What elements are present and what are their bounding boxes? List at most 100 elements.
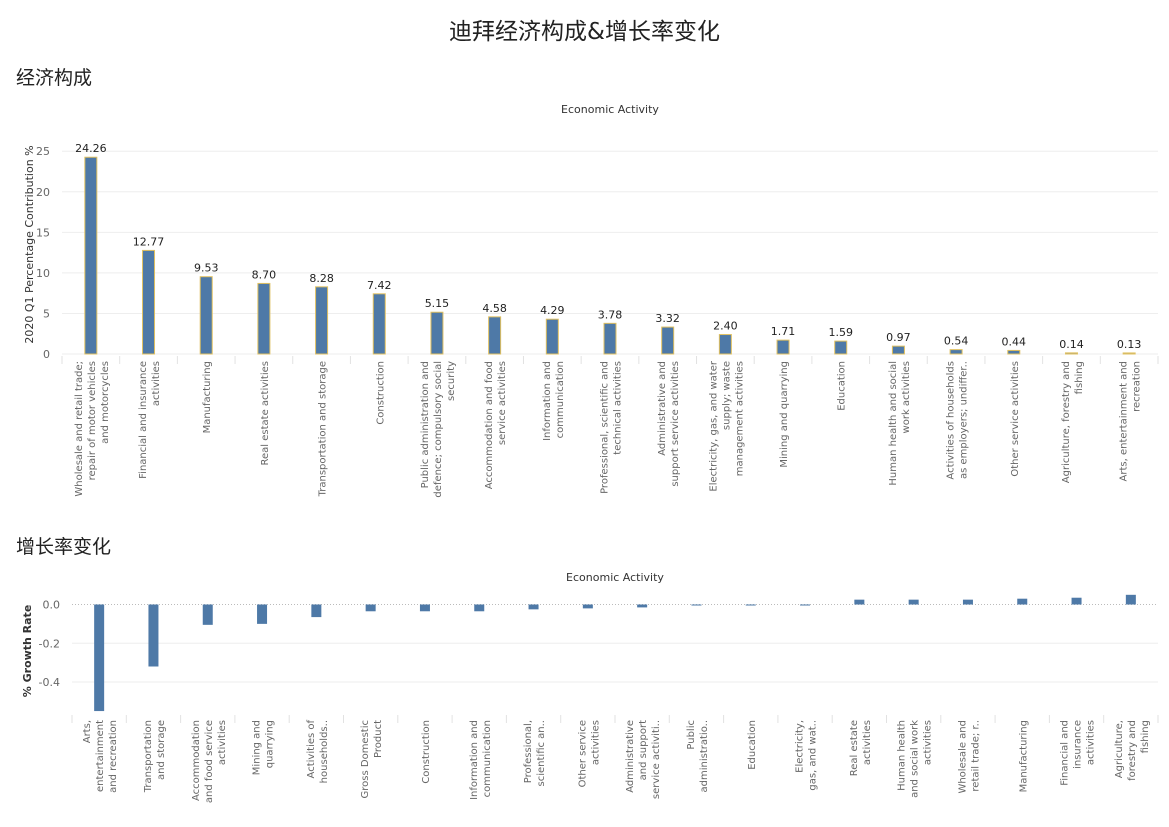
category-label: Real estate activities	[849, 720, 873, 776]
category-label: Electricity, gas, and wat..	[795, 720, 819, 791]
category-label: Gross Domestic Product	[360, 720, 384, 799]
bar	[1122, 352, 1136, 355]
category-label: Human health and social work activities	[897, 720, 934, 798]
category-label: Administrative and support service activit…	[625, 720, 662, 799]
category-label: Arts, entertainment and recreation	[1119, 361, 1143, 481]
category-label: Financial and insurance activities	[1060, 720, 1097, 786]
y-tick-label: -0.4	[39, 676, 60, 689]
category-label: Financial and insurance activities	[138, 361, 162, 479]
data-label: 0.54	[944, 335, 969, 348]
bar	[1125, 594, 1136, 605]
bar	[372, 293, 386, 355]
bar	[199, 276, 213, 355]
bar	[202, 604, 213, 625]
bar	[545, 318, 559, 355]
y-tick-label: -0.2	[39, 637, 60, 650]
data-label: 3.32	[655, 312, 680, 325]
bar	[1071, 597, 1082, 605]
category-label: Other service activities	[1010, 361, 1021, 477]
y-tick-label: 5	[43, 307, 50, 320]
bar	[488, 316, 502, 355]
category-label: Professional, scientific and technical ac…	[600, 361, 624, 494]
bar	[834, 340, 848, 355]
bar	[311, 604, 322, 618]
y-tick-label: 10	[36, 267, 50, 280]
data-label: 0.97	[886, 331, 911, 344]
category-label: Agriculture, forestry and fishing	[1114, 720, 1151, 781]
category-label: Administrative and support service activi…	[657, 361, 681, 487]
bar	[908, 599, 919, 605]
bar	[430, 311, 444, 355]
y-tick-label: 0	[43, 348, 50, 361]
bar	[84, 156, 98, 355]
bar	[142, 249, 156, 355]
page-title: 迪拜经济构成&增长率变化	[449, 19, 720, 45]
bar	[637, 604, 648, 608]
category-label: Education	[747, 720, 758, 770]
category-label: Construction	[421, 720, 432, 784]
y-tick-label: 15	[36, 226, 50, 239]
data-label: 5.15	[425, 297, 450, 310]
bar	[661, 326, 675, 355]
bar	[691, 604, 702, 606]
category-label: Arts, entertainment and recreation	[82, 720, 119, 793]
bar	[148, 604, 159, 667]
bar	[582, 604, 593, 609]
y-axis-label: 2020 Q1 Percentage Contribution %	[23, 145, 36, 343]
bar	[94, 604, 105, 712]
bar	[718, 334, 732, 355]
category-label: Human health and social work activities	[888, 361, 912, 486]
bar	[776, 339, 790, 355]
category-label: Transportation and storage	[318, 361, 329, 497]
data-label: 0.44	[1002, 335, 1027, 348]
category-label: Activities of households as employers; un…	[946, 361, 970, 480]
data-label: 4.29	[540, 304, 565, 317]
data-label: 8.70	[252, 268, 277, 281]
bar	[528, 604, 539, 610]
data-label: 12.77	[133, 235, 165, 248]
category-label: Activities of households..	[306, 720, 330, 784]
data-label: 9.53	[194, 262, 219, 275]
composition-bar-chart: Economic Activity 2020 Q1 Percentage Cont…	[23, 103, 1159, 498]
data-label: 7.42	[367, 279, 392, 292]
category-label: Wholesale and retail trade; repair of mot…	[74, 361, 111, 497]
category-label: Other service activities	[577, 720, 601, 787]
category-label: Agriculture, forestry and fishing	[1061, 361, 1085, 483]
category-label: Accommodation and food service activities	[191, 720, 228, 803]
data-label: 24.26	[75, 142, 107, 155]
category-label: Mining and quarrying	[779, 361, 790, 468]
category-label: Public administratio..	[686, 720, 710, 792]
bar	[854, 599, 865, 605]
category-label: Electricity, gas, and water supply; waste…	[708, 360, 745, 491]
bar	[1064, 352, 1078, 355]
bar	[419, 604, 430, 612]
growth-rate-bar-chart: Economic Activity % Growth Rate 0.0 -0.2 -0.…	[21, 571, 1159, 803]
category-label: Accommodation and food service activities	[484, 361, 508, 489]
section-title-growth: 增长率变化	[16, 536, 112, 558]
category-label: Professional, scientific an..	[523, 720, 547, 786]
bar	[962, 599, 973, 605]
bar	[1007, 349, 1021, 355]
bar	[257, 282, 271, 355]
bar	[891, 345, 905, 355]
category-label: Education	[837, 361, 848, 411]
category-label: Information and communication	[542, 361, 566, 441]
bar	[257, 604, 268, 624]
y-axis-label: % Growth Rate	[21, 605, 34, 698]
category-label: Information and communication	[469, 720, 493, 800]
category-label: Real estate activities	[260, 361, 271, 465]
y-tick-label: 20	[36, 186, 50, 199]
data-label: 2.40	[713, 320, 738, 333]
category-label: Construction	[375, 361, 386, 425]
bar	[474, 604, 485, 612]
category-label: Wholesale and retail trade; r..	[957, 720, 981, 794]
bar	[745, 604, 756, 606]
y-tick-label: 0.0	[43, 599, 61, 612]
bar	[315, 286, 329, 355]
section-title-composition: 经济构成	[16, 67, 93, 89]
data-label: 1.71	[771, 325, 796, 338]
data-label: 0.13	[1117, 338, 1142, 351]
category-label: Transportation and storage	[143, 720, 167, 793]
category-label: Manufacturing	[1018, 720, 1029, 792]
y-tick-label: 25	[36, 145, 50, 158]
